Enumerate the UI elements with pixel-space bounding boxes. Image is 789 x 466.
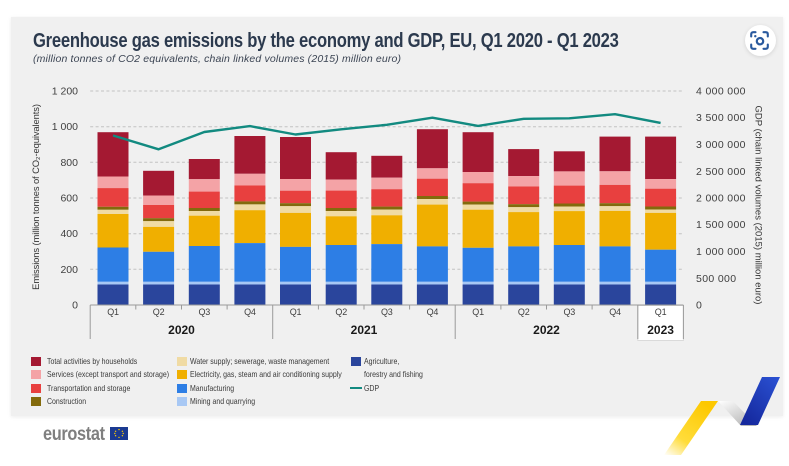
svg-text:Q3: Q3 (198, 307, 210, 317)
svg-text:1 200: 1 200 (52, 86, 78, 98)
svg-text:0: 0 (696, 300, 702, 312)
svg-text:200: 200 (60, 264, 78, 276)
svg-text:Q1: Q1 (290, 307, 302, 317)
svg-text:Q1: Q1 (472, 307, 484, 317)
svg-text:2020: 2020 (168, 323, 195, 337)
svg-text:1 000: 1 000 (52, 121, 78, 133)
svg-text:Q2: Q2 (518, 307, 530, 317)
svg-text:Q3: Q3 (563, 307, 575, 317)
svg-text:1 000 000: 1 000 000 (696, 246, 746, 258)
svg-text:Q1: Q1 (655, 307, 667, 317)
svg-text:2021: 2021 (351, 323, 378, 337)
svg-text:Emissions (million tonnes of C: Emissions (million tonnes of CO₂-equival… (30, 104, 41, 290)
svg-text:800: 800 (60, 157, 78, 169)
svg-text:0: 0 (72, 300, 78, 312)
svg-text:2023: 2023 (647, 323, 674, 337)
svg-text:Q3: Q3 (381, 307, 393, 317)
svg-text:Q4: Q4 (609, 307, 621, 317)
svg-text:400: 400 (60, 228, 78, 240)
svg-text:2 000 000: 2 000 000 (696, 193, 746, 205)
svg-text:Q2: Q2 (153, 307, 165, 317)
svg-text:Q2: Q2 (335, 307, 347, 317)
svg-text:3 500 000: 3 500 000 (696, 112, 746, 124)
svg-text:600: 600 (60, 193, 78, 205)
svg-text:500 000: 500 000 (696, 273, 736, 285)
svg-text:2022: 2022 (533, 323, 560, 337)
svg-text:Q4: Q4 (244, 307, 256, 317)
svg-text:Q1: Q1 (107, 307, 119, 317)
svg-text:GDP (chain linked volumes (201: GDP (chain linked volumes (2015) million… (753, 106, 764, 305)
svg-text:Q4: Q4 (427, 307, 439, 317)
svg-text:4 000 000: 4 000 000 (696, 86, 746, 98)
svg-text:3 000 000: 3 000 000 (696, 139, 746, 151)
svg-text:2 500 000: 2 500 000 (696, 166, 746, 178)
svg-text:1 500 000: 1 500 000 (696, 219, 746, 231)
